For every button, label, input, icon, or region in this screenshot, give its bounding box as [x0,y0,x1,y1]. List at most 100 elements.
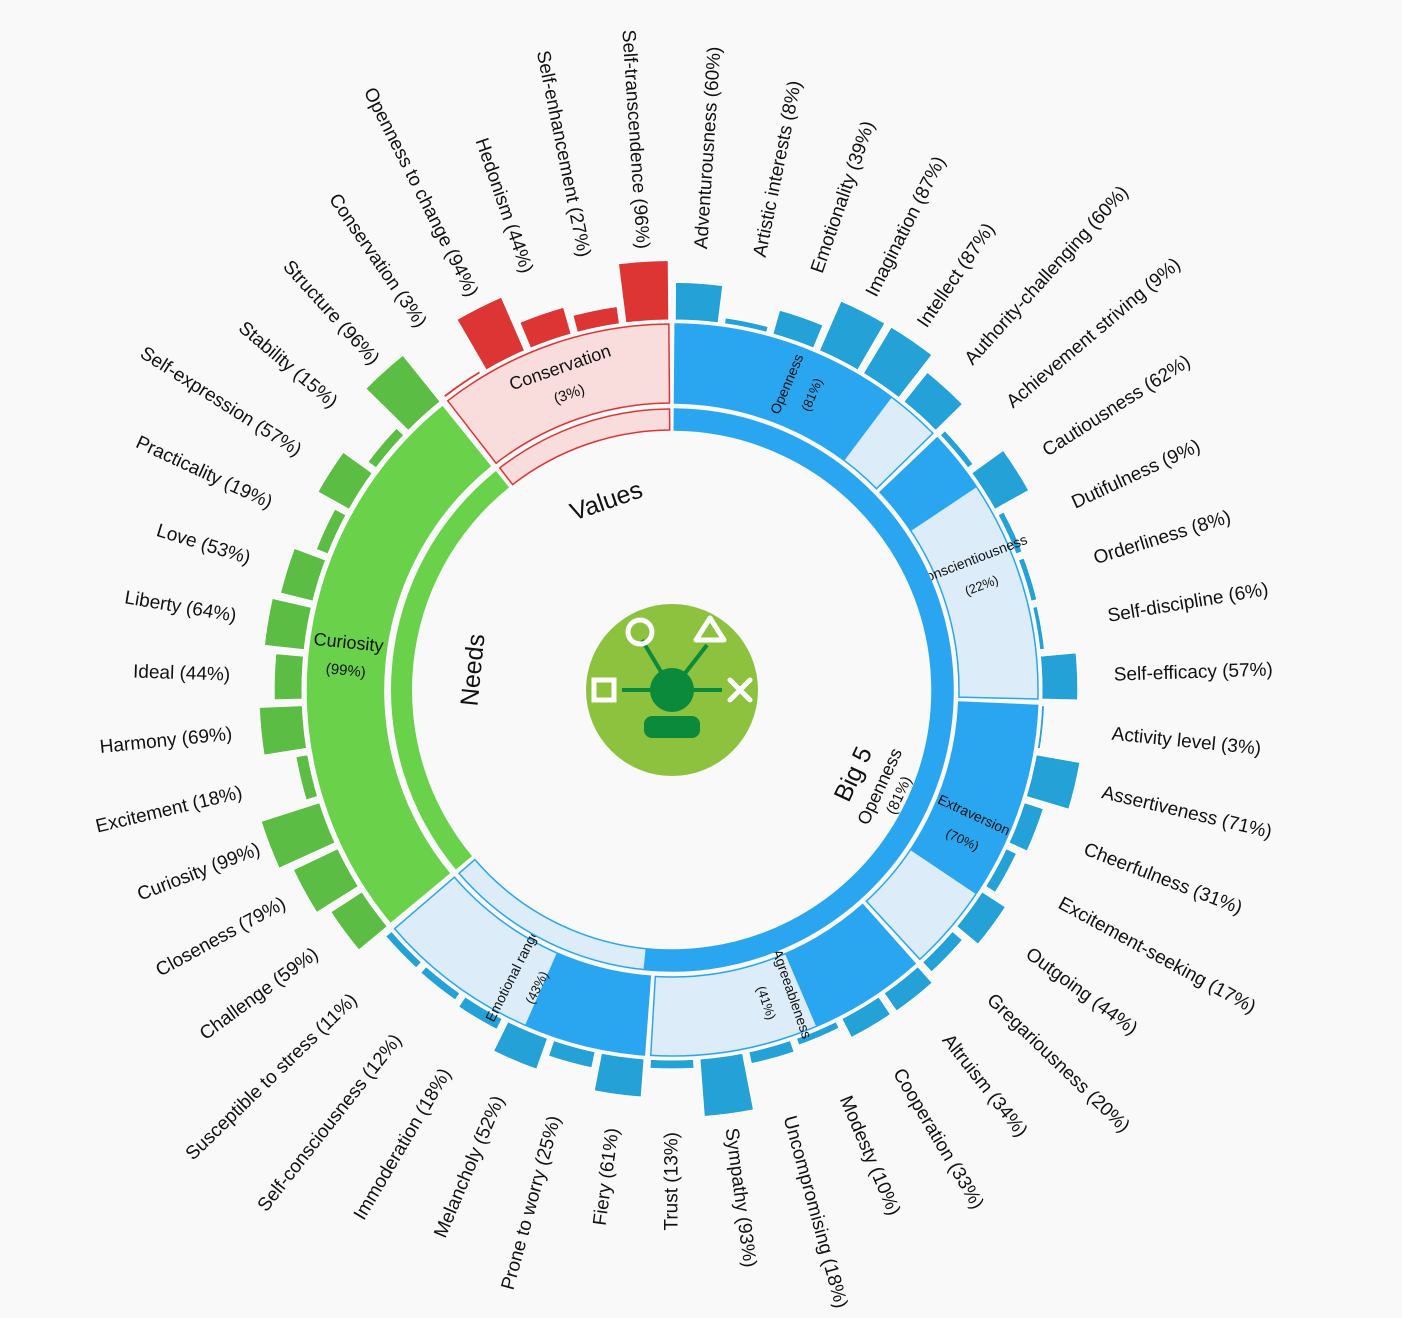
facet-bar-artistic-interests [723,317,769,333]
facet-label-imagination: Imagination (87%) [862,153,950,300]
facet-bar-susceptible-to-stress [384,930,423,969]
facet-bar-self-efficacy [1039,652,1079,701]
facet-label-self-discipline: Self-discipline (6%) [1106,579,1270,627]
facet-label-modesty: Modesty (10%) [835,1093,904,1219]
person-head-icon [650,668,694,712]
needs-summary-pct: (99%) [325,660,367,681]
facet-bar-practicality [315,508,347,555]
facet-bar-trust [649,1058,695,1070]
facet-label-adventurousness: Adventurousness (60%) [691,46,725,250]
facet-bar-ideal [273,653,305,701]
needs-summary-segment [305,403,494,925]
needs-category-label: Needs [455,633,490,708]
facet-label-sympathy: Sympathy (93%) [720,1127,760,1269]
facet-label-hedonism: Hedonism (44%) [471,135,537,276]
facet-label-dutifulness: Dutifulness (9%) [1068,436,1203,514]
facet-label-curiosity: Curiosity (99%) [135,839,264,905]
facet-bar-adventurousness [674,281,724,324]
facet-bar-emotionality [772,309,824,349]
facet-bar-self-discipline [1032,605,1045,651]
facet-label-activity-level: Activity level (3%) [1111,724,1262,760]
facet-bar-cheerfulness [1008,802,1045,852]
trait-fill-emotional-range [525,952,651,1055]
facet-bar-outgoing [955,891,1007,945]
facet-bar-altruism [883,965,933,1012]
facet-bar-achievement-striving [939,429,974,469]
facet-bar-cautiousness [971,449,1030,511]
trait-fill-extraversion [910,702,1038,895]
values-category-segment [498,408,671,486]
facet-label-orderliness: Orderliness (8%) [1091,507,1233,569]
facet-bar-modesty [795,1021,840,1046]
facet-bar-assertiveness [1025,754,1081,810]
facet-label-emotionality: Emotionality (39%) [807,118,879,276]
trait-fill-agreeableness [785,904,916,1027]
facet-label-closeness: Closeness (79%) [152,893,289,981]
facet-bar-conservation [442,370,482,399]
facet-label-trust: Trust (13%) [662,1132,683,1231]
facet-bar-curiosity [260,802,336,869]
facet-label-harmony: Harmony (69%) [99,724,233,758]
facet-label-self-enhancement: Self-enhancement (27%) [532,49,594,259]
facet-bar-fiery [593,1052,645,1098]
facet-label-challenge: Challenge (59%) [196,944,322,1045]
facet-bar-intellect [862,326,933,399]
facet-label-assertiveness: Assertiveness (71%) [1100,782,1274,843]
circle-icon [625,617,655,647]
facet-bar-challenge [330,891,389,951]
facet-label-liberty: Liberty (64%) [123,587,238,626]
facet-bar-hedonism [519,306,572,349]
facet-bar-excitement [295,754,319,801]
facet-label-authority-challenging: Authority-challenging (60%) [961,182,1133,369]
facet-label-susceptible-to-stress: Susceptible to stress (11%) [182,990,362,1165]
facet-label-artistic-interests: Artistic interests (8%) [750,79,806,259]
square-icon [591,677,617,703]
second-ring: Openness(81%)Conscientiousness(22%)Extra… [305,323,1039,1057]
facet-label-fiery: Fiery (61%) [590,1127,624,1227]
facet-label-uncompromising: Uncompromising (18%) [779,1114,852,1311]
facet-label-ideal: Ideal (44%) [133,661,231,685]
facet-label-melancholy: Melancholy (52%) [430,1093,509,1241]
facet-bar-self-transcendence [617,259,670,324]
facet-bar-harmony [258,705,308,756]
facet-bar-orderliness [1017,557,1038,602]
facet-bar-prone-to-worry [547,1039,596,1069]
person-body-icon [644,716,700,738]
values-summary-segment [446,323,671,465]
values-category-label: Values [567,476,647,527]
facet-bar-authority-challenging [903,371,964,432]
trait-fill-conscientiousness [880,437,977,531]
facet-label-love: Love (53%) [154,520,253,569]
facet-bar-cooperation [841,996,892,1039]
facet-label-self-efficacy: Self-efficacy (57%) [1113,659,1273,685]
facet-label-excitement: Excitement (18%) [94,782,245,837]
facet-bar-self-enhancement [572,305,621,333]
facet-bar-sympathy [699,1052,755,1118]
facet-bar-self-expression [317,451,373,511]
facet-bar-dutifulness [997,511,1023,555]
facet-bar-liberty [263,597,312,651]
facet-label-self-transcendence: Self-transcendence (96%) [617,29,653,250]
facet-bar-uncompromising [748,1039,795,1065]
facet-bar-closeness [292,848,360,914]
facet-label-prone-to-worry: Prone to worry (25%) [498,1114,566,1293]
facet-bar-stability [367,427,405,469]
facet-label-altruism: Altruism (34%) [938,1030,1032,1141]
facet-label-stability: Stability (15%) [234,317,341,412]
facet-label-intellect: Intellect (87%) [913,220,999,332]
needs-category-segment [391,471,510,870]
facet-bar-imagination [818,300,886,371]
facet-bars [258,259,1081,1118]
trait-fill-openness [674,324,892,461]
facet-bar-excitement-seeking [984,848,1018,894]
facet-label-practicality: Practicality (19%) [133,432,276,513]
facet-label-outgoing: Outgoing (44%) [1022,944,1142,1040]
facet-bar-activity-level [1036,705,1046,750]
center-badge [586,604,758,776]
cross-icon [727,677,753,703]
facet-label-cheerfulness: Cheerfulness (31%) [1081,839,1245,919]
triangle-icon [693,615,727,643]
facet-bar-openness-to-change [456,296,526,371]
facet-bar-self-consciousness [419,965,461,1001]
